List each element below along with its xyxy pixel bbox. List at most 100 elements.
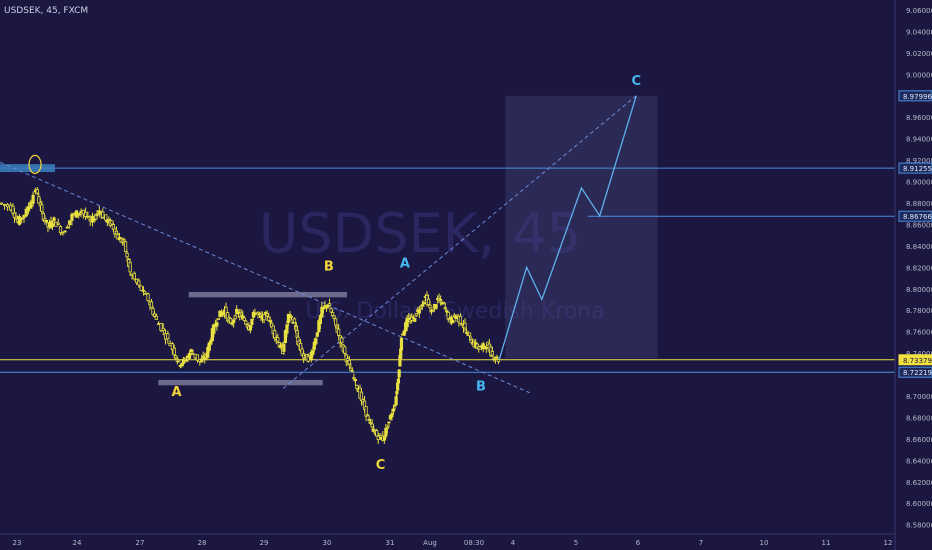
x-tick-label-11: 6 — [636, 539, 641, 547]
y-tick-label-20: 8.66000 — [906, 436, 932, 444]
candle-body — [414, 313, 418, 317]
candle-body — [484, 347, 488, 350]
x-tick-label-14: 11 — [822, 539, 831, 547]
candle-body — [248, 325, 252, 331]
candle-body — [352, 377, 356, 380]
candle-body — [215, 322, 219, 327]
candle-body — [394, 396, 398, 406]
trendline-0 — [0, 161, 530, 394]
candle-body — [458, 315, 463, 324]
price-label-text-0: 8.97996 — [903, 93, 932, 101]
candle-body — [292, 318, 297, 324]
candle-body — [17, 216, 22, 225]
candle-body — [239, 312, 243, 316]
y-tick-label-23: 8.60000 — [906, 500, 932, 508]
candle-body — [443, 307, 447, 310]
y-tick-label-21: 8.64000 — [906, 457, 932, 465]
wave-label-yellow-c-2: C — [376, 458, 386, 473]
candle-body — [419, 306, 423, 309]
x-tick-label-4: 29 — [260, 539, 269, 547]
x-tick-label-12: 7 — [699, 539, 703, 547]
candle-body — [0, 202, 4, 205]
candle-body — [152, 313, 157, 317]
y-tick-label-11: 8.84000 — [906, 243, 932, 251]
y-tick-label-6: 8.94000 — [906, 136, 932, 144]
candle-body — [2, 204, 7, 206]
candle-body — [467, 332, 472, 337]
candle-body — [161, 327, 165, 331]
candle-body — [375, 430, 379, 437]
candle-body — [340, 337, 344, 344]
y-tick-label-16: 8.74000 — [906, 350, 932, 358]
candle-body — [244, 320, 248, 325]
candle-body — [11, 205, 15, 214]
candle-body — [384, 427, 388, 437]
candle-body — [311, 350, 315, 355]
candle-body — [372, 428, 376, 432]
price-label-text-1: 8.91255 — [903, 165, 932, 173]
y-tick-label-3: 9.00000 — [906, 71, 932, 79]
price-label-box-2 — [898, 210, 932, 222]
candles-group — [0, 187, 501, 444]
candle-body — [469, 339, 473, 343]
candle-body — [387, 421, 391, 424]
candle-body — [97, 210, 101, 214]
candle-body — [137, 280, 141, 286]
candle-body — [170, 343, 174, 351]
candle-body — [267, 316, 271, 322]
x-tick-label-15: 12 — [884, 539, 893, 547]
candle-body — [58, 226, 63, 234]
candle-body — [420, 304, 424, 307]
candle-body — [391, 408, 396, 412]
candle-body — [101, 211, 105, 218]
candle-body — [40, 204, 44, 212]
candle-body — [428, 304, 432, 309]
price-label-box-0 — [898, 90, 932, 102]
y-tick-label-9: 8.88000 — [906, 200, 932, 208]
candle-body — [376, 435, 380, 440]
candle-body — [265, 313, 269, 317]
candle-body — [174, 355, 178, 359]
candle-body — [411, 316, 415, 319]
y-tick-label-12: 8.82000 — [906, 264, 932, 272]
candle-body — [495, 356, 499, 359]
candle-body — [172, 347, 176, 356]
candle-body — [141, 289, 146, 292]
y-tick-label-14: 8.78000 — [906, 307, 932, 315]
range-box-1 — [158, 379, 323, 386]
x-tick-label-6: 31 — [386, 539, 395, 547]
candle-body — [242, 317, 246, 321]
candle-body — [29, 201, 33, 209]
candle-body — [463, 322, 467, 329]
x-tick-label-3: 28 — [198, 539, 207, 547]
candle-body — [68, 220, 72, 225]
candle-body — [329, 308, 333, 313]
y-tick-label-22: 8.62000 — [906, 479, 932, 487]
candle-body — [110, 220, 114, 225]
candle-body — [378, 433, 382, 436]
candle-body — [347, 359, 351, 365]
candle-body — [65, 226, 69, 229]
candle-body — [184, 359, 189, 362]
candle-body — [177, 359, 181, 362]
candle-body — [257, 313, 262, 316]
candle-body — [22, 214, 26, 219]
candle-body — [399, 337, 404, 351]
candle-body — [422, 302, 426, 304]
candle-body — [289, 315, 294, 318]
candle-body — [282, 344, 286, 352]
candle-body — [20, 217, 24, 220]
candle-body — [187, 352, 192, 359]
y-tick-label-24: 8.58000 — [906, 522, 932, 530]
wave-label-blue-c-5: C — [631, 74, 641, 89]
price-label-box-3 — [898, 354, 932, 366]
wave-projection-path — [498, 95, 637, 360]
candle-body — [353, 379, 358, 381]
candle-body — [77, 212, 81, 216]
candle-body — [402, 330, 406, 336]
candle-body — [276, 337, 280, 342]
candle-body — [464, 332, 469, 334]
